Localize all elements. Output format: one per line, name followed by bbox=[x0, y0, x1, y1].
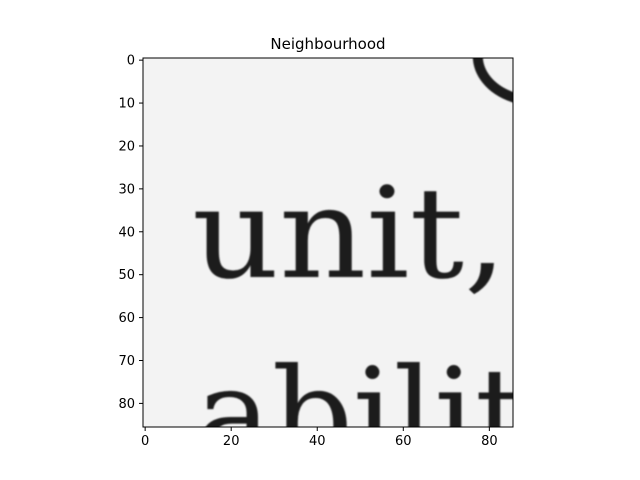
y-tick-label: 0 bbox=[127, 54, 135, 69]
image-area: unit, abilit bbox=[143, 58, 526, 480]
y-tick-label: 20 bbox=[118, 139, 135, 154]
y-tick-label: 60 bbox=[118, 311, 135, 326]
image-background bbox=[143, 58, 513, 427]
y-tick-label: 40 bbox=[118, 225, 135, 240]
y-tick-label: 80 bbox=[118, 397, 135, 412]
axes-frame bbox=[142, 57, 514, 428]
x-tick-label: 80 bbox=[481, 434, 498, 449]
chart-title: Neighbourhood bbox=[270, 35, 385, 53]
y-axis: 0 10 20 30 40 50 60 70 80 bbox=[118, 54, 143, 412]
y-tick-label: 10 bbox=[118, 97, 135, 112]
y-tick-label: 30 bbox=[118, 182, 135, 197]
image-text-line-1: unit, bbox=[192, 160, 507, 307]
x-tick-label: 40 bbox=[309, 434, 326, 449]
x-tick-label: 20 bbox=[223, 434, 240, 449]
image-text-line-2: abilit bbox=[196, 341, 526, 480]
y-tick-label: 50 bbox=[118, 268, 135, 283]
x-axis: 0 20 40 60 80 bbox=[141, 427, 498, 449]
y-tick-label: 70 bbox=[118, 354, 135, 369]
x-tick-label: 60 bbox=[395, 434, 412, 449]
image-glyph-fragment bbox=[472, 58, 513, 103]
x-tick-label: 0 bbox=[141, 434, 149, 449]
